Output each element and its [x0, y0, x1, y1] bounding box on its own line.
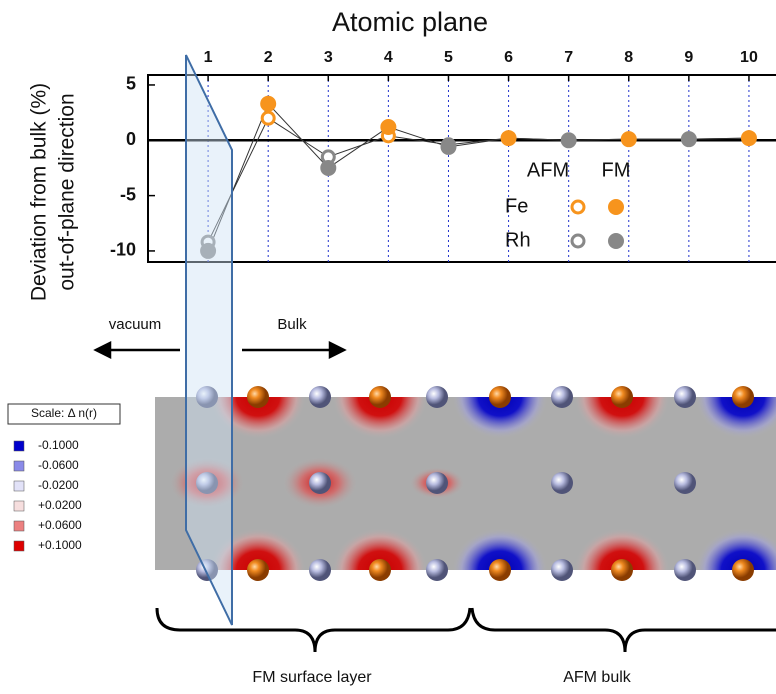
profile-line	[207, 102, 749, 252]
region-label: FM surface layer	[252, 669, 372, 686]
scale-swatch	[13, 520, 25, 532]
density-lobe	[695, 397, 776, 439]
rh-atom	[551, 472, 573, 494]
density-lobe	[452, 528, 548, 570]
fe-atom	[247, 386, 269, 408]
data-point	[200, 242, 217, 259]
rh-atom	[309, 386, 331, 408]
fe-atom	[611, 386, 633, 408]
scale-swatch	[13, 440, 25, 452]
fe-atom	[732, 386, 754, 408]
region-label: AFM bulk	[563, 669, 632, 686]
scale-swatch	[13, 540, 25, 552]
y-axis-title: out-of-plane direction	[56, 93, 79, 290]
scale-label: +0.0600	[38, 518, 82, 532]
x-tick-label: 7	[564, 49, 573, 66]
rh-atom	[426, 472, 448, 494]
scale-box	[7, 403, 121, 425]
legend-marker	[608, 233, 624, 249]
y-axis-title: Deviation from bulk (%)	[28, 83, 51, 301]
data-point	[620, 131, 637, 148]
density-lobe	[452, 397, 548, 439]
rh-atom	[196, 386, 218, 408]
map-blobs	[169, 397, 776, 570]
fe-atom	[369, 386, 391, 408]
rh-atom	[196, 559, 218, 581]
x-tick-label: 3	[324, 49, 333, 66]
plot-frame	[147, 74, 776, 263]
scale-label: +0.1000	[38, 538, 82, 552]
chart-title: Atomic plane	[332, 7, 488, 37]
rh-atom	[426, 386, 448, 408]
x-tick-label: 8	[624, 49, 633, 66]
density-lobe	[210, 528, 306, 570]
rh-atom	[674, 559, 696, 581]
fe-atom	[369, 559, 391, 581]
scale-swatch	[13, 500, 25, 512]
annotation: vacuum	[109, 316, 162, 333]
scale-swatch	[13, 460, 25, 472]
rh-atom	[674, 472, 696, 494]
legend-label: Rh	[505, 229, 531, 251]
surface-plane	[185, 54, 233, 626]
legend-label: Fe	[505, 195, 528, 217]
brackets	[155, 607, 776, 653]
scale-swatch	[13, 480, 25, 492]
plot-area: 1 2 3 4 5 6 7 8 9 10 5 0 -5 -10 AFM FM Fe Rh	[110, 49, 776, 263]
data-point	[320, 159, 337, 176]
direction-arrows	[93, 340, 347, 360]
data-point	[260, 110, 276, 126]
data-point	[740, 130, 757, 147]
density-lobe	[574, 397, 670, 439]
x-tick-label: 10	[740, 49, 758, 66]
legend-marker	[608, 199, 624, 215]
data-point	[680, 131, 697, 148]
density-lobe	[210, 397, 306, 439]
annotation: Bulk	[277, 316, 307, 333]
legend-header: AFM	[527, 159, 569, 181]
density-lobe	[574, 528, 670, 570]
scale-label: +0.0200	[38, 498, 82, 512]
data-point	[440, 138, 457, 155]
rh-atom	[674, 386, 696, 408]
rh-atom	[309, 559, 331, 581]
y-tick-label: -10	[110, 240, 136, 260]
fe-atom	[489, 386, 511, 408]
legend-marker	[570, 233, 586, 249]
rh-atom	[196, 472, 218, 494]
rh-atom	[309, 472, 331, 494]
x-tick-label: 1	[204, 49, 213, 66]
scale-label: -0.0200	[38, 478, 79, 492]
x-tick-label: 4	[384, 49, 393, 66]
density-lobe	[332, 528, 428, 570]
rh-atom	[551, 559, 573, 581]
charge-density-map	[155, 386, 776, 581]
fe-atom	[489, 559, 511, 581]
rh-atom	[551, 386, 573, 408]
fe-atom	[247, 559, 269, 581]
data-point	[500, 130, 517, 147]
scale-label: -0.0600	[38, 458, 79, 472]
fe-atom	[732, 559, 754, 581]
rh-atom	[426, 559, 448, 581]
density-lobe	[332, 397, 428, 439]
y-tick-label: 5	[126, 74, 136, 94]
y-tick-label: -5	[120, 184, 136, 204]
data-point	[260, 95, 277, 112]
density-lobe	[695, 528, 776, 570]
fe-atom	[611, 559, 633, 581]
x-tick-label: 9	[684, 49, 693, 66]
x-tick-label: 5	[444, 49, 453, 66]
color-scale: Scale: Δ n(r) -0.1000 -0.0600 -0.0200 +0.02…	[7, 403, 121, 552]
legend-header: FM	[602, 159, 631, 181]
scale-title: Scale: Δ n(r)	[31, 406, 97, 420]
x-tick-label: 6	[504, 49, 513, 66]
data-point	[380, 119, 397, 136]
y-tick-label: 0	[126, 129, 136, 149]
data-point	[560, 132, 577, 149]
scale-label: -0.1000	[38, 438, 79, 452]
legend-marker	[570, 199, 586, 215]
x-tick-label: 2	[264, 49, 273, 66]
